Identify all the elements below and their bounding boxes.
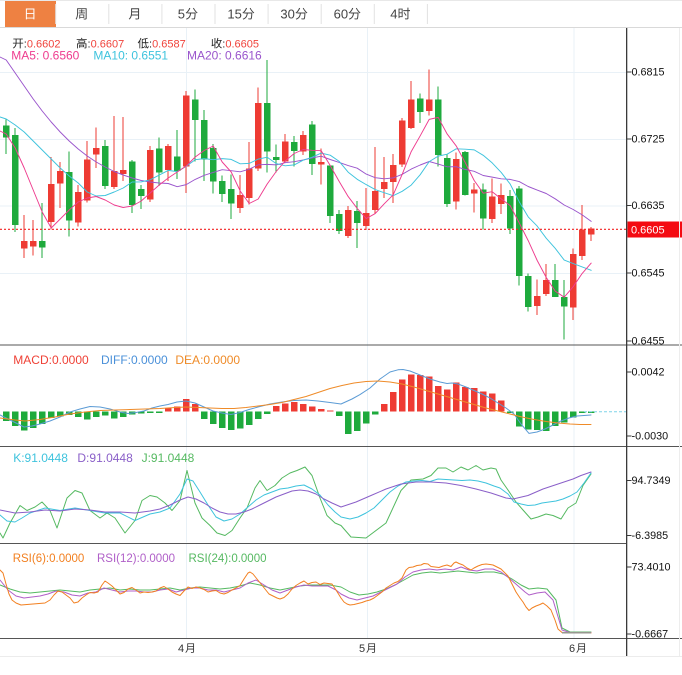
- svg-text:0.6455: 0.6455: [632, 336, 665, 348]
- svg-text:5: 5: [178, 7, 185, 22]
- svg-text:4: 4: [178, 643, 184, 655]
- svg-text:-0.6667: -0.6667: [632, 629, 669, 641]
- svg-text:6: 6: [569, 643, 575, 655]
- svg-text:MA20: 0.6616: MA20: 0.6616: [187, 49, 262, 63]
- svg-text:0.6725: 0.6725: [632, 134, 665, 146]
- svg-text:30: 30: [280, 7, 294, 22]
- svg-text:DEA:0.0000: DEA:0.0000: [175, 353, 240, 367]
- svg-text:MA10: 0.6551: MA10: 0.6551: [93, 49, 168, 63]
- svg-text:0.6545: 0.6545: [632, 268, 665, 280]
- svg-text:K:91.0448: K:91.0448: [13, 451, 68, 465]
- svg-text:94.7349: 94.7349: [632, 475, 671, 487]
- svg-text:5: 5: [359, 643, 365, 655]
- svg-text:DIFF:0.0000: DIFF:0.0000: [101, 353, 168, 367]
- svg-text:J:91.0448: J:91.0448: [142, 451, 195, 465]
- svg-text:60: 60: [334, 7, 348, 22]
- svg-text:0.6605: 0.6605: [631, 225, 665, 237]
- svg-text:MACD:0.0000: MACD:0.0000: [13, 353, 89, 367]
- svg-text:RSI(6):0.0000: RSI(6):0.0000: [13, 553, 85, 565]
- svg-text:15: 15: [227, 7, 241, 22]
- svg-text:D:91.0448: D:91.0448: [77, 451, 133, 465]
- svg-text:RSI(24):0.0000: RSI(24):0.0000: [189, 553, 267, 565]
- svg-text:73.4010: 73.4010: [632, 562, 671, 574]
- svg-text:0.0042: 0.0042: [632, 367, 665, 379]
- svg-text:-0.0030: -0.0030: [632, 431, 669, 443]
- svg-text:0.6815: 0.6815: [632, 67, 665, 79]
- svg-text:4: 4: [390, 7, 397, 22]
- svg-text:-6.3985: -6.3985: [632, 530, 669, 542]
- svg-text:RSI(12):0.0000: RSI(12):0.0000: [97, 553, 175, 565]
- svg-text:MA5: 0.6560: MA5: 0.6560: [11, 49, 79, 63]
- svg-text:0.6635: 0.6635: [632, 200, 665, 212]
